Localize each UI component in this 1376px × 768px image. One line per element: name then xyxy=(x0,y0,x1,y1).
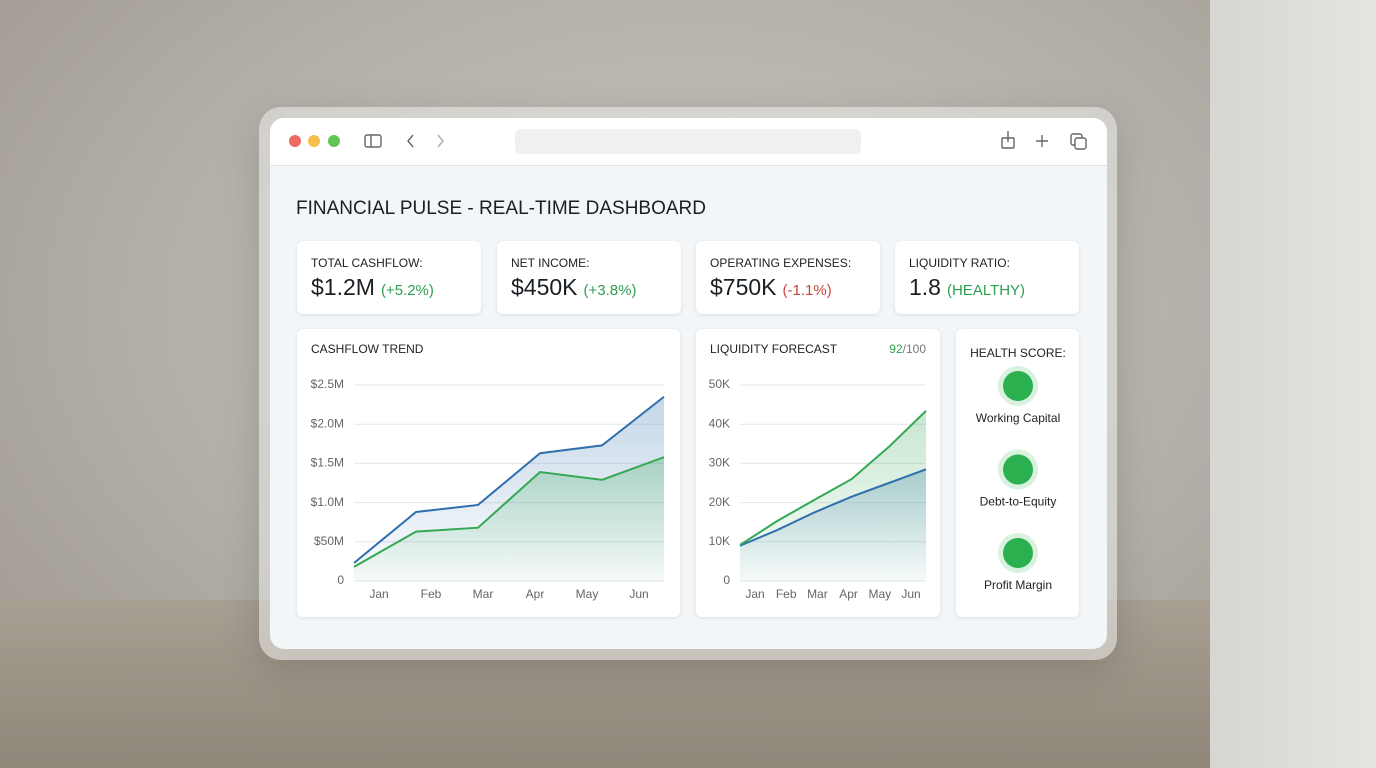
kpi-label: TOTAL CASHFLOW: xyxy=(311,256,423,270)
sidebar-button[interactable] xyxy=(364,134,382,148)
forward-button[interactable] xyxy=(437,134,444,148)
status-dot xyxy=(1003,454,1033,485)
score-value: 92 xyxy=(889,342,903,356)
address-bar[interactable] xyxy=(515,129,861,154)
kpi-change: (HEALTHY) xyxy=(946,282,1026,299)
kpi-value: $750K xyxy=(710,274,777,300)
kpi-value-row: 1.8 (HEALTHY) xyxy=(909,274,1025,301)
x-tick-label: Mar xyxy=(807,587,828,601)
y-tick-label: $2.5M xyxy=(311,377,344,391)
x-tick-label: Jan xyxy=(745,587,764,601)
browser-window: FINANCIAL PULSE - REAL-TIME DASHBOARD HE… xyxy=(270,118,1107,649)
x-tick-label: Jun xyxy=(629,587,648,601)
x-tick-label: Apr xyxy=(839,587,858,601)
y-tick-label: $1.5M xyxy=(311,456,344,470)
back-button[interactable] xyxy=(407,134,414,148)
line xyxy=(353,456,665,568)
status-dot xyxy=(1003,371,1033,401)
status-label: Debt-to-Equity xyxy=(980,495,1057,509)
kpi-value-row: $450K (+3.8%) xyxy=(511,274,636,301)
area-fill xyxy=(354,457,664,581)
y-tick-label: 0 xyxy=(337,573,344,587)
chart: CASHFLOW TREND 0 $50M $1.0M $1.5M $2.0M $2.5M J… xyxy=(311,342,665,601)
y-tick-label: 20K xyxy=(709,495,730,509)
health-card: HEALTH SCORE: Working Capital Debt-to-Equ… xyxy=(956,329,1079,617)
kpi-label: OPERATING EXPENSES: xyxy=(710,256,852,270)
kpi-card: TOTAL CASHFLOW: $1.2M (+5.2%) xyxy=(297,241,481,314)
dashboard-title: FINANCIAL PULSE - REAL-TIME DASHBOARD xyxy=(296,198,706,219)
chart: LIQUIDITY FORECAST 92/100 0 10K 20K 30K 40K 50K… xyxy=(709,342,927,601)
kpi-card: LIQUIDITY RATIO: 1.8 (HEALTHY) xyxy=(895,241,1079,314)
score: 92/100 xyxy=(889,342,926,356)
x-tick-label: May xyxy=(868,587,891,601)
x-tick-label: Apr xyxy=(526,587,545,601)
area-fill xyxy=(740,410,926,581)
kpi-change: (+5.2%) xyxy=(380,282,434,299)
score-max: /100 xyxy=(903,342,927,356)
minimize-button[interactable] xyxy=(308,135,320,147)
zoom-button[interactable] xyxy=(328,135,340,147)
x-tick-label: Feb xyxy=(421,587,442,601)
kpi-value: $1.2M xyxy=(311,274,375,300)
kpi-change: (-1.1%) xyxy=(782,282,832,299)
y-tick-label: 0 xyxy=(723,573,730,587)
x-tick-label: Jun xyxy=(901,587,920,601)
x-tick-label: Feb xyxy=(776,587,797,601)
x-tick-label: May xyxy=(576,587,599,601)
y-tick-label: 30K xyxy=(709,456,730,470)
kpi-value: $450K xyxy=(511,274,578,300)
tabs-icon xyxy=(1074,137,1087,150)
chart-title: CASHFLOW TREND xyxy=(311,342,424,356)
toolbar xyxy=(270,118,1107,166)
kpi-value-row: $1.2M (+5.2%) xyxy=(311,274,434,301)
status-label: Working Capital xyxy=(976,411,1060,425)
close-button[interactable] xyxy=(289,135,301,147)
kpi-card: OPERATING EXPENSES: $750K (-1.1%) xyxy=(696,241,880,314)
kpi-card: NET INCOME: $450K (+3.8%) xyxy=(497,241,681,314)
y-tick-label: 10K xyxy=(709,534,730,548)
kpi-change: (+3.8%) xyxy=(583,282,637,299)
y-tick-label: $1.0M xyxy=(311,495,344,509)
line xyxy=(353,395,665,564)
y-tick-label: $50M xyxy=(314,534,344,548)
background xyxy=(1210,0,1376,768)
kpi-label: LIQUIDITY RATIO: xyxy=(909,256,1010,270)
x-tick-label: Mar xyxy=(473,587,494,601)
y-tick-label: 40K xyxy=(709,416,730,430)
status-label: Profit Margin xyxy=(984,578,1052,592)
health-title: HEALTH SCORE: xyxy=(970,346,1066,360)
line xyxy=(739,410,927,546)
kpi-label: NET INCOME: xyxy=(511,256,590,270)
chart-card: CASHFLOW TREND 0 $50M $1.0M $1.5M $2.0M $2.5M J… xyxy=(297,329,680,617)
kpi-value: 1.8 xyxy=(909,274,941,300)
x-tick-label: Jan xyxy=(369,587,388,601)
y-tick-label: $2.0M xyxy=(311,416,344,430)
health-panel: HEALTH SCORE: Working Capital Debt-to-Equ… xyxy=(970,346,1066,592)
toolbar-icons xyxy=(289,129,1087,154)
kpi-value-row: $750K (-1.1%) xyxy=(710,274,832,301)
y-tick-label: 50K xyxy=(709,377,730,391)
status-dot xyxy=(1003,538,1033,568)
chart-title: LIQUIDITY FORECAST xyxy=(710,342,838,356)
line xyxy=(739,468,927,547)
chart-card: LIQUIDITY FORECAST 92/100 0 10K 20K 30K 40K 50K… xyxy=(696,329,940,617)
